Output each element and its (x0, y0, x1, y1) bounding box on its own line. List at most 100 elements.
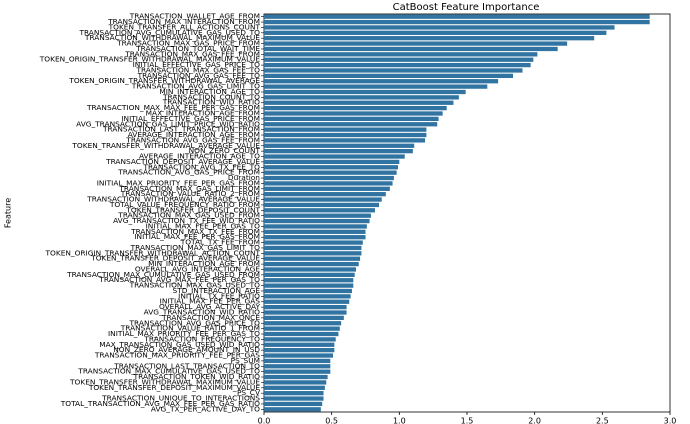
bar (264, 192, 386, 197)
bar (264, 208, 375, 213)
bar (264, 364, 331, 369)
y-tick-label: Duration (228, 173, 260, 182)
bar (264, 170, 397, 175)
bar (264, 57, 534, 62)
x-tick-label: 3.0 (664, 417, 677, 424)
y-tick-label: TRANSACTION_MAX_GAS_USED_FROM (117, 211, 260, 220)
x-tick-label: 1.0 (393, 417, 406, 424)
y-tick-label: NON_ZERO_AVERAGE_AMOUNT_IN_USD (113, 345, 260, 354)
bar (264, 294, 351, 299)
bar (264, 331, 339, 337)
y-tick-label: INITIAL_EFFECTIVE_GAS_PRICE_FROM (121, 114, 260, 123)
x-tick-label: 0.5 (325, 417, 338, 424)
bar (264, 165, 398, 170)
y-tick-label: TRANSACTION_LAST_TRANSACTION_FROM (102, 125, 260, 134)
y-tick-label: INITIAL_MAX_FEE_PER_GAS (160, 297, 261, 306)
bar (264, 154, 405, 159)
bar (264, 100, 454, 105)
bar (264, 256, 361, 261)
bar (264, 235, 366, 240)
bar (264, 353, 334, 358)
y-tick-label: AVERAGE_INTERACTION_AGE_FROM (128, 130, 260, 139)
y-tick-label: TRANSACTION_AVG_MAX_FEE_PER_GAS_TO (98, 275, 260, 284)
chart-title: CatBoost Feature Importance (393, 2, 540, 13)
y-tick-label: TRANSACTION_AVG_TX_FEE_TO (142, 162, 260, 171)
y-tick-label: TRANSACTION_COUNT_TO (162, 92, 260, 101)
y-tick-label: TOKEN_TRANSFER_ALL_ACTIONS_COUNT (108, 22, 261, 31)
y-tick-label: TRANSACTION_MAX_GAS_FEE_FROM (124, 49, 260, 58)
bar (264, 111, 443, 116)
y-tick-label: MIN_INTERACTION_AGE_TO (159, 87, 260, 96)
y-tick-label: INITIAL_MAX_FEE_PER_GAS_FROM (134, 232, 260, 241)
bar (264, 342, 335, 347)
y-tick-label: TRANSACTION_TOTAL_WAIT_TIME (135, 44, 260, 53)
bar (264, 62, 531, 68)
bar (264, 272, 355, 278)
y-tick-label: TRANSACTION_MAX_GAS_LIMIT_FROM (118, 184, 260, 193)
bar (264, 116, 439, 122)
bar (264, 369, 331, 374)
y-tick-label: TOKEN_TRANSFER_WITHDRAWAL_AVERAGE_VALUE (71, 141, 260, 150)
x-tick-label: 1.5 (461, 417, 474, 424)
bar (264, 159, 400, 165)
y-tick-label: TRANSACTION_AVG_GAS_FEE_FROM (125, 135, 260, 144)
bar (264, 407, 321, 412)
bar (264, 127, 427, 132)
bar (264, 122, 438, 127)
bar (264, 46, 558, 52)
y-tick-label: TRANSACTION_DEPOSIT_AVERAGE_VALUE (105, 157, 260, 166)
bar (264, 36, 595, 41)
bar (264, 25, 615, 30)
y-tick-label: TRANSACTION_MAX_GAS_PRICE_FROM (116, 39, 260, 48)
y-tick-label: OVERALL_AVG_ACTIVE_DAY (159, 302, 261, 311)
bar (264, 245, 362, 251)
y-tick-label: NON_ZERO_COUNT (189, 146, 261, 155)
y-tick-label: TOKEN_TRANSFER_DEPOSIT_AVERAGE_VALUE (90, 254, 260, 263)
y-tick-label: TOKEN_ORIGIN_TRANSFER_WITHDRAWAL_AVERAGE (68, 76, 260, 85)
y-tick-label: TRANSACTION_MAX_TX_FEE_FROM (130, 227, 260, 236)
bar (264, 229, 366, 234)
bar (264, 267, 357, 272)
y-tick-label: TRANSACTION_AVG_GAS_PRICE_FROM (117, 168, 260, 177)
y-axis-label: Feature (4, 198, 13, 228)
bar (264, 347, 335, 353)
y-tick-label: PS_CV (237, 388, 260, 397)
y-tick-label: PS_SUM (231, 356, 260, 365)
bar (264, 385, 325, 390)
bar (264, 278, 354, 283)
y-tick-label: TRANSACTION_AVG_GAS_PRICE_TO (129, 318, 261, 327)
y-tick-label: TRANSACTION_MAX_ONCE (161, 313, 260, 322)
y-tick-label: TRANSACTION_WITHDRAWAL_AVERAGE_VALUE (86, 195, 260, 204)
y-tick-label: AVERAGE_INTERACTION_AGE_TO (139, 152, 260, 161)
bar (264, 326, 340, 331)
bar (264, 374, 328, 380)
bar (264, 14, 650, 19)
bar (264, 337, 336, 342)
y-tick-label: TRANSACTION_TOKEN_WID_RATIO (133, 372, 261, 381)
y-tick-label: TRANSACTION_AVG_GAS_FEE_TO (137, 71, 261, 80)
bar (264, 68, 523, 73)
y-tick-label: INITIAL_MAX_PRIORITY_FEE_PER_GAS_FROM (97, 178, 260, 187)
y-tick-label: TOKEN_ORIGIN_TRANSFER_WITHDRAWAL_MAXIMUM… (39, 55, 261, 64)
bar (264, 401, 323, 407)
x-tick-label: 2.5 (596, 417, 609, 424)
y-tick-label: TRANSACTION_WALLET_AGE_FROM (129, 12, 260, 21)
y-tick-label: TRANSACTION_MAX_GAS_USED_TO (129, 281, 261, 290)
bar (264, 391, 324, 396)
y-tick-label: TOKEN_TRANSFER_DEPOSIT_MAXIMUM_VALUE (88, 383, 260, 392)
y-tick-label: TRANSACTION_MAX_CUMULATIVE_GAS_USED_FROM (66, 270, 260, 279)
y-tick-label: INITIAL_EFFECTIVE_GAS_PRICE_TO (133, 60, 261, 69)
y-tick-label: TRANSACTION_AVG_GAS_LIMIT_TO (131, 82, 260, 91)
y-tick-label: TOTAL_TRANSACTION_AVG_MAX_FEE_PER_GAS_RA… (60, 399, 260, 408)
bar (264, 261, 359, 267)
bar (264, 52, 538, 57)
bar (264, 310, 347, 315)
y-tick-label: TOKEN_TRANSFER_WITHDRAWAL_MAXIMUM_VALUE (69, 377, 260, 386)
y-tick-label: AVG_TX_PER_ACTIVE_DAY_TO (151, 404, 260, 413)
bar (264, 41, 568, 46)
y-tick-label: TRANSACTION_WITHDRAWAL_MAXIMUM_VALUE (84, 33, 260, 42)
bar (264, 89, 466, 95)
bar (264, 175, 394, 181)
y-tick-label: TRANSACTION_MAX_PRIORITY_FEE_PER_GAS (94, 351, 260, 360)
